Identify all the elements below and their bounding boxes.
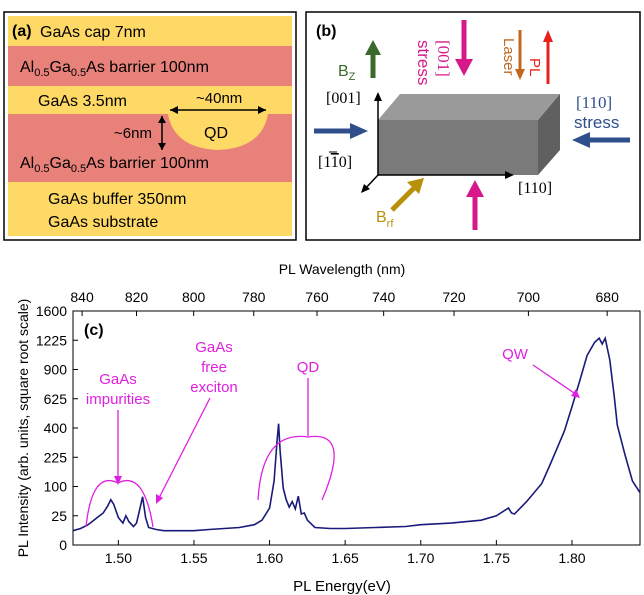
x-axis-ticks: 1.50 1.55 1.60 1.65 1.70 1.75 1.80 xyxy=(105,540,586,566)
x-tick-label: 1.75 xyxy=(483,550,510,566)
x-tick-label: 1.70 xyxy=(407,550,434,566)
panel-b-label: (b) xyxy=(316,23,336,40)
layer-cap xyxy=(8,16,292,46)
box-top-face xyxy=(378,94,560,120)
y-tick-label: 225 xyxy=(44,449,68,465)
stress-110-line2: stress xyxy=(574,113,619,132)
layer-barrier-top-label: Al0.5Ga0.5As barrier 100nm xyxy=(20,59,209,79)
top-tick-label: 760 xyxy=(305,289,329,305)
axis-110-arrowhead xyxy=(505,171,514,179)
quantum-dot-shape xyxy=(168,114,268,150)
annot-gaas-free-2: free xyxy=(201,359,227,376)
height-label: ~6nm xyxy=(114,125,152,142)
panel-a-label: (a) xyxy=(12,23,32,40)
annot-free-exciton-pointer xyxy=(157,397,211,501)
annot-gaas-free-1: GaAs xyxy=(195,339,233,356)
pl-arrow-head xyxy=(543,30,553,42)
top-tick-label: 820 xyxy=(125,289,149,305)
top-tick-label: 800 xyxy=(182,289,206,305)
y-tick-label: 400 xyxy=(44,420,68,436)
annot-qw: QW xyxy=(502,346,529,363)
layer-gaas-well-label: GaAs 3.5nm xyxy=(38,93,127,110)
bz-arrow-head xyxy=(365,40,381,55)
brf-arrow-shaft xyxy=(390,186,416,212)
height-arrow-heads xyxy=(158,116,166,150)
annot-qw-arrowhead xyxy=(571,389,580,398)
x-tick-label: 1.65 xyxy=(332,550,359,566)
y-tick-label: 900 xyxy=(44,362,68,378)
stress-001-arrow-head xyxy=(455,59,473,76)
top-axis-ticks: 840 820 800 780 760 740 720 700 680 xyxy=(70,289,619,316)
stress-110-line1: [110] xyxy=(576,93,612,112)
pl-label: PL xyxy=(526,58,543,76)
laser-arrow-head xyxy=(515,69,525,80)
x-axis-label: PL Energy(eV) xyxy=(293,578,391,595)
annot-gaas-impurities-1: GaAs xyxy=(99,371,137,388)
top-tick-label: 680 xyxy=(596,289,620,305)
brf-label: Brf xyxy=(376,209,394,230)
y-axis-ticks: 0 25 100 225 400 625 900 1225 1600 xyxy=(36,303,78,553)
annot-free-exciton-arrowhead xyxy=(156,494,163,504)
x-tick-label: 1.55 xyxy=(180,550,207,566)
x-tick-label: 1.50 xyxy=(105,550,132,566)
box-front-face xyxy=(378,120,538,175)
top-tick-label: 840 xyxy=(70,289,94,305)
top-axis-label: PL Wavelength (nm) xyxy=(279,261,406,277)
width-label: ~40nm xyxy=(196,90,242,107)
y-tick-label: 625 xyxy=(44,391,68,407)
top-tick-label: 700 xyxy=(517,289,541,305)
x-tick-label: 1.80 xyxy=(558,550,585,566)
y-tick-label: 1225 xyxy=(36,332,67,348)
annot-qd-arc xyxy=(257,435,335,501)
axis-110-label: [110] xyxy=(518,180,552,197)
y-tick-label: 1600 xyxy=(36,303,67,319)
qd-label: QD xyxy=(204,125,228,142)
brf-arrow-head xyxy=(407,178,424,194)
axis-1m10-label: [110] xyxy=(318,154,352,171)
stress-110-left-arrow-head xyxy=(350,123,368,139)
layer-barrier-bottom-label: Al0.5Ga0.5As barrier 100nm xyxy=(20,155,209,175)
top-tick-label: 720 xyxy=(442,289,466,305)
box-side-face xyxy=(538,94,560,175)
layer-barrier-top xyxy=(8,46,292,86)
axis-1m10-arrowhead xyxy=(361,184,370,193)
y-axis-label: PL Intensity (arb. units, square root sc… xyxy=(15,299,31,558)
plot-frame xyxy=(72,310,641,546)
axis-001-label: [001] xyxy=(326,90,361,107)
layer-cap-label: GaAs cap 7nm xyxy=(40,24,146,41)
stress-001-line1: [001] xyxy=(434,40,453,77)
panel-c: PL Wavelength (nm) 840 820 800 780 760 740 720… xyxy=(15,261,641,595)
panel-c-label: (c) xyxy=(84,322,104,339)
stress-110-right-arrow-head xyxy=(572,132,590,148)
stress-001-line2: stress xyxy=(414,40,433,85)
y-tick-label: 25 xyxy=(51,508,67,524)
annot-gaas-free-3: exciton xyxy=(190,379,238,396)
annot-gaas-impurities-2: impurities xyxy=(86,391,150,408)
annot-impurities-arrowhead xyxy=(114,476,122,485)
stress-001-bottom-arrow-head xyxy=(466,180,484,197)
bz-label: BZ xyxy=(338,63,356,83)
layer-buffer-substrate xyxy=(8,182,292,236)
laser-label: Laser xyxy=(500,38,517,76)
annot-qd: QD xyxy=(297,359,320,376)
layer-substrate-label: GaAs substrate xyxy=(48,214,158,231)
top-tick-label: 780 xyxy=(242,289,266,305)
panel-b: (b) [001] [110] [110] BZ [001] stress La… xyxy=(305,11,641,241)
axis-001-arrowhead xyxy=(374,92,382,101)
layer-buffer-label: GaAs buffer 350nm xyxy=(48,191,186,208)
y-tick-label: 100 xyxy=(44,479,68,495)
x-tick-label: 1.60 xyxy=(256,550,283,566)
annot-qw-pointer xyxy=(532,364,578,396)
y-tick-label: 0 xyxy=(59,537,67,553)
pl-spectrum-line xyxy=(72,335,641,532)
panel-a: (a) GaAs cap 7nm Al0.5Ga0.5As barrier 10… xyxy=(3,11,297,241)
top-tick-label: 740 xyxy=(372,289,396,305)
